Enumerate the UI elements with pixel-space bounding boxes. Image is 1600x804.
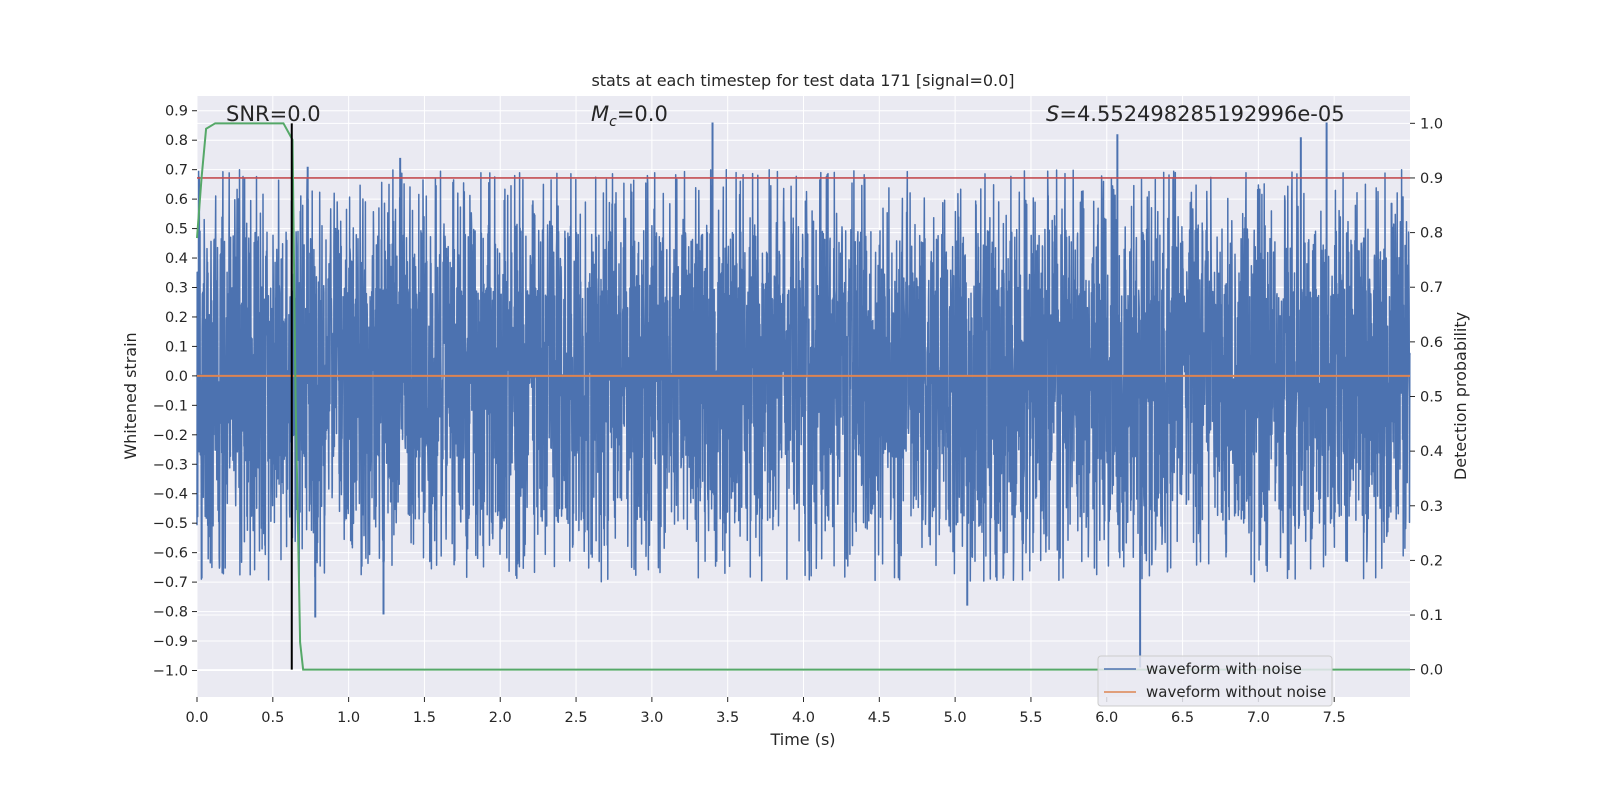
y-left-tick-label: 0.3 bbox=[165, 280, 188, 296]
y-left-tick-label: −1.0 bbox=[153, 663, 188, 679]
y-left-tick-label: −0.2 bbox=[153, 428, 188, 444]
y-left-tick-label: 0.9 bbox=[165, 104, 188, 120]
x-tick-label: 1.0 bbox=[337, 710, 360, 726]
s-value: =4.552498285192996e-05 bbox=[1059, 102, 1344, 126]
x-tick-label: 4.0 bbox=[792, 710, 815, 726]
x-tick-label: 7.5 bbox=[1323, 710, 1346, 726]
legend-label-clean: waveform without noise bbox=[1146, 683, 1326, 701]
x-tick-label: 0.5 bbox=[261, 710, 284, 726]
series-layer bbox=[196, 122, 1411, 671]
x-tick-label: 4.5 bbox=[868, 710, 891, 726]
y-left-tick-label: −0.5 bbox=[153, 516, 188, 532]
y-right-tick-label: 0.4 bbox=[1420, 444, 1443, 460]
y-left-tick-label: 0.8 bbox=[165, 133, 188, 149]
legend-box bbox=[1097, 655, 1333, 707]
x-tick-label: 5.5 bbox=[1019, 710, 1042, 726]
y-left-tick-label: 0.5 bbox=[165, 222, 188, 238]
y-left-tick-label: −0.9 bbox=[153, 634, 188, 650]
y-left-tick-label: −0.3 bbox=[153, 457, 188, 473]
y-left-tick-label: −0.1 bbox=[153, 398, 188, 414]
y-axis-left-label: Whitened strain bbox=[121, 332, 140, 459]
noise-waveform-line bbox=[196, 168, 1411, 583]
chirp-mass-symbol: M bbox=[591, 102, 609, 126]
x-axis-label: Time (s) bbox=[769, 730, 835, 749]
legend: waveform with noise waveform without noi… bbox=[1097, 655, 1333, 707]
detection-probability-line bbox=[196, 122, 1410, 671]
x-tick-label: 3.5 bbox=[716, 710, 739, 726]
y-right-tick-label: 0.6 bbox=[1420, 335, 1443, 351]
x-tick-label: 6.5 bbox=[1171, 710, 1194, 726]
y-right-tick-label: 0.2 bbox=[1420, 553, 1443, 569]
y-left-tick-label: 0.4 bbox=[165, 251, 188, 267]
chart-title: stats at each timestep for test data 171… bbox=[591, 71, 1014, 90]
y-left-tick-label: −0.6 bbox=[153, 546, 188, 562]
y-left-tick-label: 0.2 bbox=[165, 310, 188, 326]
x-tick-label: 7.0 bbox=[1247, 710, 1270, 726]
ticks-layer: 0.0 0.5 1.0 1.5 2.0 2.5 3.0 3.5 4.0 4.5 5.0 5.5 6.0 6… bbox=[153, 104, 1443, 726]
y-right-tick-label: 0.0 bbox=[1420, 663, 1443, 679]
y-left-tick-label: 0.7 bbox=[165, 163, 188, 179]
y-right-tick-label: 0.7 bbox=[1420, 280, 1443, 296]
snr-annotation: SNR=0.0 bbox=[226, 102, 321, 126]
x-tick-label: 3.0 bbox=[640, 710, 663, 726]
y-left-tick-label: 0.6 bbox=[165, 192, 188, 208]
chirp-mass-value: =0.0 bbox=[617, 102, 668, 126]
x-tick-label: 5.0 bbox=[944, 710, 967, 726]
y-right-tick-label: 0.9 bbox=[1420, 171, 1443, 187]
s-annotation: S=4.552498285192996e-05 bbox=[1046, 102, 1345, 126]
y-right-tick-label: 0.5 bbox=[1420, 390, 1443, 406]
y-right-tick-label: 0.8 bbox=[1420, 226, 1443, 242]
x-tick-label: 0.0 bbox=[185, 710, 208, 726]
chirp-mass-subscript: c bbox=[609, 114, 617, 130]
y-axis-right-label: Detection probability bbox=[1451, 312, 1470, 480]
y-right-tick-label: 0.1 bbox=[1420, 608, 1443, 624]
x-tick-label: 2.5 bbox=[565, 710, 588, 726]
legend-label-noise: waveform with noise bbox=[1146, 660, 1302, 678]
s-symbol: S bbox=[1046, 102, 1059, 126]
x-tick-label: 2.0 bbox=[489, 710, 512, 726]
x-tick-label: 1.5 bbox=[413, 710, 436, 726]
y-right-tick-label: 0.3 bbox=[1420, 499, 1443, 515]
y-left-tick-label: 0.0 bbox=[165, 369, 188, 385]
y-left-tick-label: 0.1 bbox=[165, 339, 188, 355]
x-tick-label: 6.0 bbox=[1095, 710, 1118, 726]
y-left-tick-label: −0.8 bbox=[153, 605, 188, 621]
y-left-tick-label: −0.7 bbox=[153, 575, 188, 591]
y-right-tick-label: 1.0 bbox=[1420, 116, 1443, 132]
y-left-tick-label: −0.4 bbox=[153, 487, 188, 503]
chirp-mass-annotation: Mc=0.0 bbox=[591, 102, 668, 130]
